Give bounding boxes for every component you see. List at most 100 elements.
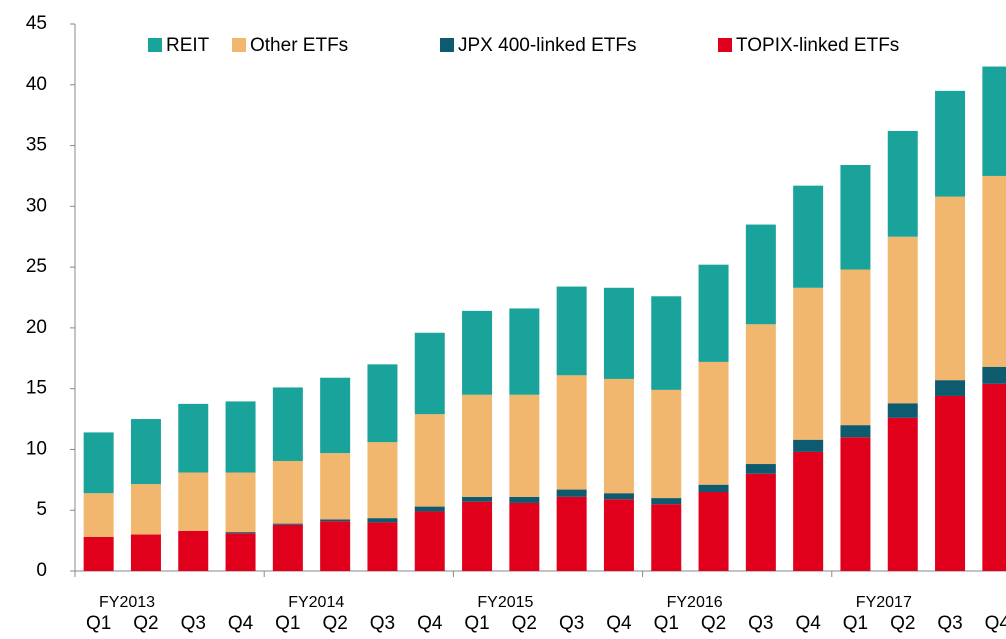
bar-segment bbox=[130, 534, 161, 571]
legend-label: REIT bbox=[166, 35, 210, 56]
y-tick-label: 35 bbox=[26, 135, 47, 156]
bar-segment bbox=[225, 532, 256, 534]
bar-segment bbox=[367, 364, 398, 443]
bar-segment bbox=[509, 496, 540, 503]
legend-swatch bbox=[148, 38, 162, 52]
x-tick-label: Q4 bbox=[985, 613, 1006, 634]
bar-segment bbox=[130, 419, 161, 485]
x-tick-label: Q1 bbox=[843, 613, 868, 634]
bar-segment bbox=[272, 523, 303, 525]
y-tick-label: 15 bbox=[26, 378, 47, 399]
x-tick-label: Q4 bbox=[228, 613, 254, 634]
legend-swatch bbox=[440, 38, 454, 52]
x-tick-label: Q2 bbox=[133, 613, 158, 634]
y-tick-label: 0 bbox=[36, 560, 47, 581]
bar-segment bbox=[462, 310, 493, 395]
bar-segment bbox=[130, 484, 161, 535]
bar-segment bbox=[556, 489, 587, 497]
bar-segment bbox=[935, 90, 966, 197]
x-tick-label: Q3 bbox=[559, 613, 584, 634]
bar-segment bbox=[272, 387, 303, 461]
x-tick-label: Q4 bbox=[606, 613, 632, 634]
bar-segment bbox=[698, 361, 729, 485]
x-tick-label: Q3 bbox=[748, 613, 773, 634]
bar-segment bbox=[83, 432, 114, 494]
y-tick-label: 30 bbox=[26, 195, 47, 216]
bar-segment bbox=[83, 493, 114, 537]
fiscal-year-label: FY2017 bbox=[856, 594, 912, 611]
x-tick-label: Q2 bbox=[512, 613, 537, 634]
bar-segment bbox=[414, 414, 445, 507]
bar-segment bbox=[887, 417, 918, 571]
bar-segment bbox=[414, 506, 445, 512]
bar-segment bbox=[982, 175, 1006, 367]
x-tick-label: Q1 bbox=[654, 613, 679, 634]
bar-segment bbox=[367, 522, 398, 571]
bar-segment bbox=[178, 472, 209, 531]
bar-segment bbox=[462, 501, 493, 571]
bar-segment bbox=[320, 453, 351, 520]
fiscal-year-label: FY2016 bbox=[667, 594, 723, 611]
bar-segment bbox=[556, 496, 587, 571]
bar-segment bbox=[935, 395, 966, 571]
fiscal-year-label: FY2015 bbox=[477, 594, 533, 611]
bar-segment bbox=[745, 224, 776, 325]
bar-segment bbox=[603, 287, 634, 379]
bar-segment bbox=[603, 378, 634, 494]
bar-segment bbox=[793, 451, 824, 571]
bar-segment bbox=[83, 536, 114, 571]
bar-segment bbox=[462, 496, 493, 502]
bar-segment bbox=[509, 308, 540, 395]
bar-segment bbox=[793, 185, 824, 288]
bar-segment bbox=[320, 377, 351, 454]
x-tick-label: Q1 bbox=[464, 613, 489, 634]
bar-segment bbox=[509, 502, 540, 571]
bar-segment bbox=[651, 498, 682, 505]
bar-segment bbox=[272, 524, 303, 571]
y-tick-label: 5 bbox=[36, 499, 47, 520]
bar-segment bbox=[793, 287, 824, 440]
bar-segment bbox=[603, 499, 634, 571]
legend-label: JPX 400-linked ETFs bbox=[458, 35, 636, 56]
bar-segment bbox=[320, 521, 351, 571]
x-tick-label: Q4 bbox=[795, 613, 821, 634]
bar-segment bbox=[698, 491, 729, 571]
bar-segment bbox=[887, 236, 918, 404]
bar-segment bbox=[651, 296, 682, 390]
y-tick-label: 20 bbox=[26, 317, 47, 338]
bar-segment bbox=[840, 165, 871, 270]
legend-swatch bbox=[718, 38, 732, 52]
fiscal-year-label: FY2014 bbox=[288, 594, 344, 611]
x-tick-label: Q2 bbox=[701, 613, 726, 634]
bar-segment bbox=[272, 460, 303, 524]
bar-segment bbox=[603, 493, 634, 500]
bar-segment bbox=[414, 332, 445, 415]
bar-segment bbox=[935, 380, 966, 396]
bar-segment bbox=[745, 473, 776, 571]
bar-segment bbox=[367, 518, 398, 523]
bar-segment bbox=[935, 196, 966, 381]
bar-segment bbox=[414, 511, 445, 571]
bar-segment bbox=[178, 403, 209, 473]
bar-segment bbox=[651, 389, 682, 499]
bar-segment bbox=[887, 130, 918, 237]
bar-segment bbox=[793, 439, 824, 452]
x-tick-label: Q2 bbox=[890, 613, 915, 634]
x-tick-label: Q4 bbox=[417, 613, 443, 634]
y-tick-label: 10 bbox=[26, 438, 47, 459]
bar-segment bbox=[982, 383, 1006, 571]
fiscal-year-label: FY2013 bbox=[99, 594, 155, 611]
x-tick-label: Q1 bbox=[275, 613, 300, 634]
bar-segment bbox=[745, 324, 776, 465]
bar-segment bbox=[745, 464, 776, 474]
bar-segment bbox=[982, 366, 1006, 384]
bar-segment bbox=[982, 66, 1006, 176]
x-tick-label: Q2 bbox=[322, 613, 347, 634]
bar-segment bbox=[698, 264, 729, 362]
bar-segment bbox=[320, 519, 351, 522]
bar-segment bbox=[556, 375, 587, 490]
legend-label: Other ETFs bbox=[250, 35, 348, 56]
bar-segment bbox=[698, 484, 729, 492]
